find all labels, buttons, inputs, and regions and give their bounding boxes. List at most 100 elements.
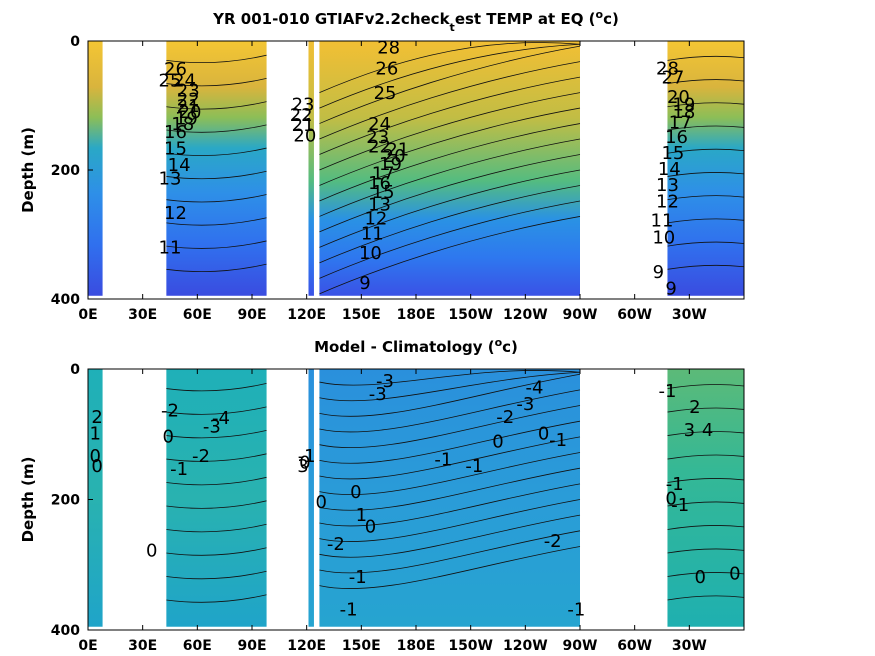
contour-label: 13	[159, 169, 182, 190]
contour-line	[667, 102, 745, 108]
contour-label: 0	[90, 446, 101, 467]
contour-label: -1	[340, 599, 358, 620]
contour-label: -1	[170, 459, 188, 480]
contour-label: 11	[159, 238, 182, 259]
y-tick-label: 200	[51, 163, 80, 179]
x-tick-label: 60E	[183, 307, 212, 323]
contour-label: -1	[658, 381, 676, 402]
contour-line	[166, 101, 267, 110]
contour-label: 13	[656, 175, 679, 196]
contour-label: 14	[168, 155, 191, 176]
contour-label: 22	[368, 136, 391, 157]
contour-label: -1	[298, 446, 316, 467]
contour-label: 1	[356, 505, 367, 526]
contour-line	[166, 170, 267, 180]
x-tick-label: 150W	[448, 638, 493, 654]
contour-line	[166, 147, 267, 156]
x-tick-label: 60W	[617, 307, 652, 323]
contour-line	[166, 406, 267, 415]
contour-label: -1	[549, 430, 567, 451]
contour-label: 0	[695, 567, 706, 588]
contour-line	[319, 61, 581, 140]
contour-label: 3	[684, 420, 695, 441]
x-tick-label: 120E	[287, 638, 326, 654]
contour-line	[319, 138, 581, 217]
y-axis-label: Depth (m)	[19, 127, 37, 213]
contour-label: 0	[146, 541, 157, 562]
contour-label: 19	[379, 154, 402, 175]
contour-label: 0	[492, 432, 503, 453]
x-tick-label: 30E	[128, 307, 157, 323]
contour-label: -2	[161, 400, 179, 421]
contour-label: -1	[666, 474, 684, 495]
contour-line	[319, 45, 581, 124]
contour-label: 23	[366, 127, 389, 148]
contour-label: 1	[90, 423, 101, 444]
x-tick-label: 90E	[237, 638, 266, 654]
indian-basin	[166, 369, 267, 627]
contour-label: 0	[350, 482, 361, 503]
contour-line	[166, 500, 267, 509]
x-tick-label: 60E	[183, 638, 212, 654]
x-tick-label: 90W	[563, 638, 598, 654]
contour-label: 3	[297, 456, 308, 477]
contour-label: 9	[665, 278, 676, 299]
x-tick-label: 90E	[237, 307, 266, 323]
contour-label: 23	[292, 95, 315, 116]
contour-line	[319, 483, 581, 527]
contour-label: 2	[91, 407, 102, 428]
contour-label: 20	[293, 125, 316, 146]
contour-label: 9	[359, 273, 370, 294]
contour-line	[667, 595, 745, 601]
atlantic-east-basin	[88, 369, 103, 627]
contour-line	[319, 514, 581, 558]
x-tick-label: 30W	[672, 638, 707, 654]
contour-lines	[166, 42, 745, 295]
contour-line	[667, 172, 745, 177]
contour-line	[319, 123, 581, 202]
maritime-strip	[308, 369, 314, 627]
x-tick-label: 120E	[287, 307, 326, 323]
x-tick-label: 0E	[78, 638, 97, 654]
contour-line	[319, 467, 581, 511]
contour-line	[319, 373, 581, 417]
contour-label: 17	[372, 164, 395, 185]
contour-label: 0	[316, 492, 327, 513]
contour-line	[667, 125, 745, 131]
x-tick-label: 150E	[342, 307, 381, 323]
contour-label: 16	[164, 122, 187, 143]
contour-label: 21	[386, 140, 409, 161]
pacific-basin	[319, 369, 580, 627]
contour-label: -3	[203, 417, 221, 438]
contour-label: 15	[164, 138, 187, 159]
x-tick-label: 150W	[448, 307, 493, 323]
contour-line	[319, 436, 581, 480]
y-axis-label: Depth (m)	[19, 457, 37, 543]
atlantic-east-basin	[88, 41, 103, 296]
contour-label: 12	[364, 209, 387, 230]
maritime-strip	[308, 41, 314, 296]
contour-label: -3	[369, 384, 387, 405]
contour-line	[319, 452, 581, 496]
panel-1: 2826252423222120191716151312111092625242…	[19, 8, 745, 323]
contour-line	[166, 594, 267, 603]
contour-label: -1	[567, 599, 585, 620]
chart-title: YR 001-010 GTIAFv2.2checktest TEMP at EQ…	[212, 8, 619, 34]
pacific-basin	[319, 41, 580, 296]
contour-label: 15	[661, 143, 684, 164]
contour-line	[166, 54, 267, 64]
contour-line	[319, 530, 581, 574]
contour-label: 22	[290, 105, 313, 126]
contour-line	[319, 389, 581, 433]
contour-line	[166, 476, 267, 486]
contour-label: 27	[661, 67, 684, 88]
x-tick-label: 120W	[503, 638, 548, 654]
contour-line	[319, 216, 581, 295]
contour-label: 25	[374, 83, 397, 104]
contour-label: -2	[327, 534, 345, 555]
contour-line	[667, 454, 745, 460]
contour-label: -2	[496, 407, 514, 428]
contour-label: 21	[177, 96, 200, 117]
y-tick-label: 400	[51, 292, 80, 308]
y-tick-label: 200	[51, 493, 80, 509]
